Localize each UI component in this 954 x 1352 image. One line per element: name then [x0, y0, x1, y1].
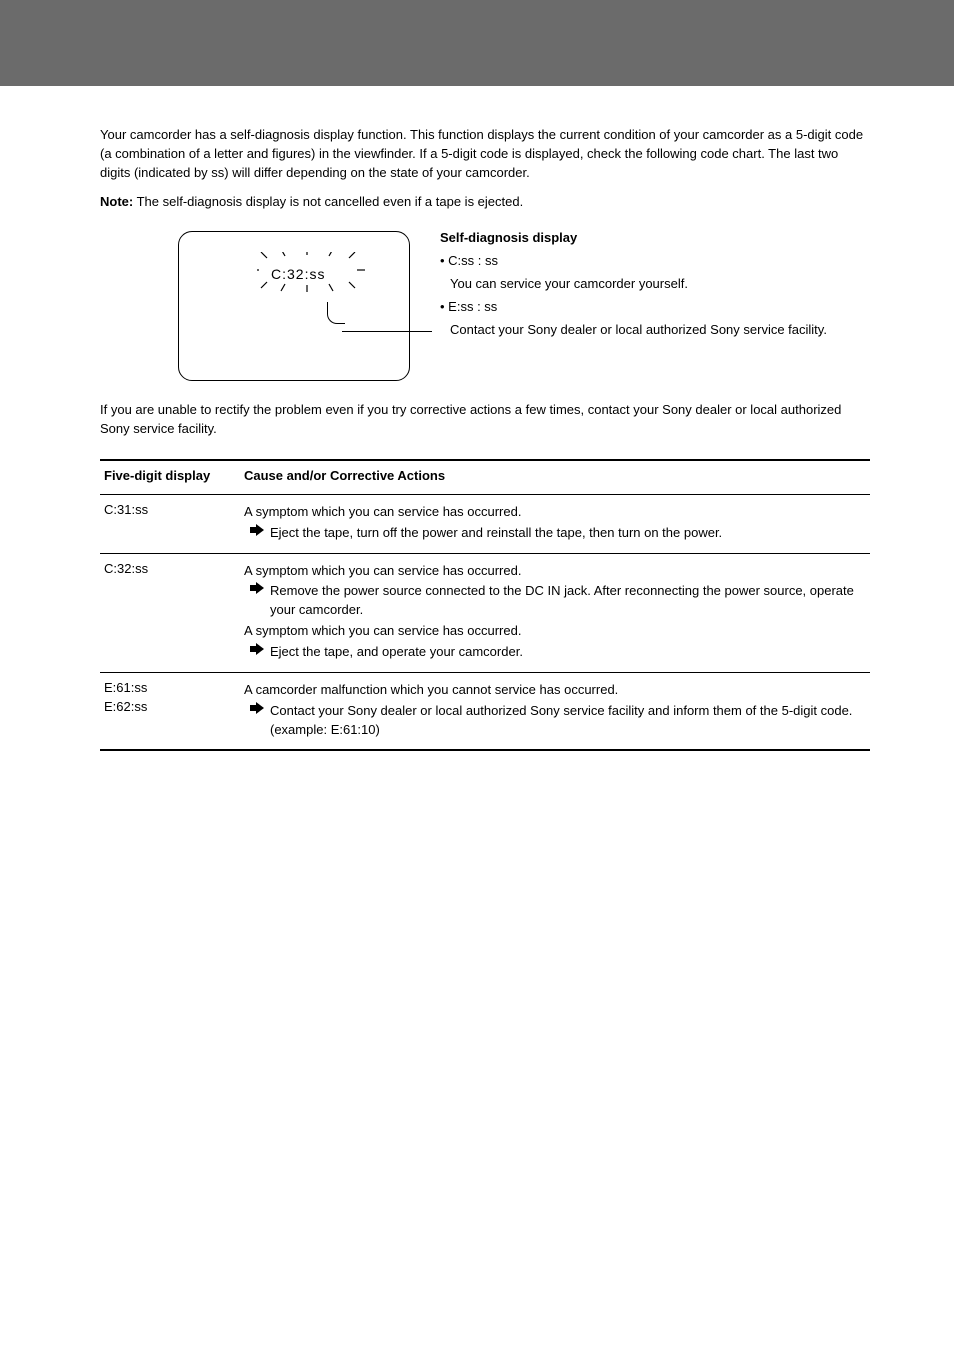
callout-block: Self-diagnosis display • C:ss : ss You c…: [440, 229, 827, 343]
chapter-header-band: [0, 0, 954, 86]
arrow-right-icon: [250, 582, 264, 594]
code-cell: C:32:ss: [100, 553, 240, 672]
callout-line-e: • E:ss : ss: [440, 298, 827, 317]
table-row: C:32:ss A symptom which you can service …: [100, 553, 870, 672]
arrow-right-icon: [250, 643, 264, 655]
action-line: Eject the tape, and operate your camcord…: [244, 643, 862, 662]
table-header-row: Five-digit display Cause and/or Correcti…: [100, 460, 870, 494]
cause-line: A camcorder malfunction which you cannot…: [244, 681, 862, 700]
viewfinder-diagram: C:32:ss Self-diagnosis display • C:ss : …: [178, 231, 870, 381]
callout-line-e-text: Contact your Sony dealer or local author…: [450, 321, 827, 340]
viewfinder-frame: C:32:ss: [178, 231, 410, 381]
cause-line: A symptom which you can service has occu…: [244, 622, 862, 641]
callout-line-c: • C:ss : ss: [440, 252, 827, 271]
cause-cell: A symptom which you can service has occu…: [240, 553, 870, 672]
table-row: C:31:ss A symptom which you can service …: [100, 494, 870, 553]
action-line: Remove the power source connected to the…: [244, 582, 862, 620]
code-cell: E:61:ss E:62:ss: [100, 672, 240, 750]
table-row: E:61:ss E:62:ss A camcorder malfunction …: [100, 672, 870, 750]
action-line: Contact your Sony dealer or local author…: [244, 702, 862, 740]
intro-paragraph: Your camcorder has a self-diagnosis disp…: [100, 126, 870, 211]
cause-cell: A symptom which you can service has occu…: [240, 494, 870, 553]
viewfinder-code-text: C:32:ss: [271, 264, 325, 284]
col-header-code: Five-digit display: [100, 460, 240, 494]
action-line: Eject the tape, turn off the power and r…: [244, 524, 862, 543]
arrow-right-icon: [250, 702, 264, 714]
col-header-cause: Cause and/or Corrective Actions: [240, 460, 870, 494]
code-cell: C:31:ss: [100, 494, 240, 553]
after-note: If you are unable to rectify the problem…: [100, 401, 870, 439]
callout-line-c-text: You can service your camcorder yourself.: [450, 275, 827, 294]
leader-hook: [327, 302, 345, 324]
intro-text: Your camcorder has a self-diagnosis disp…: [100, 126, 870, 183]
cause-cell: A camcorder malfunction which you cannot…: [240, 672, 870, 750]
arrow-right-icon: [250, 524, 264, 536]
intro-note: Note: The self-diagnosis display is not …: [100, 193, 870, 212]
diagnosis-table: Five-digit display Cause and/or Correcti…: [100, 459, 870, 751]
cause-line: A symptom which you can service has occu…: [244, 562, 862, 581]
cause-line: A symptom which you can service has occu…: [244, 503, 862, 522]
page-content: Your camcorder has a self-diagnosis disp…: [0, 86, 954, 791]
callout-title: Self-diagnosis display: [440, 229, 827, 248]
